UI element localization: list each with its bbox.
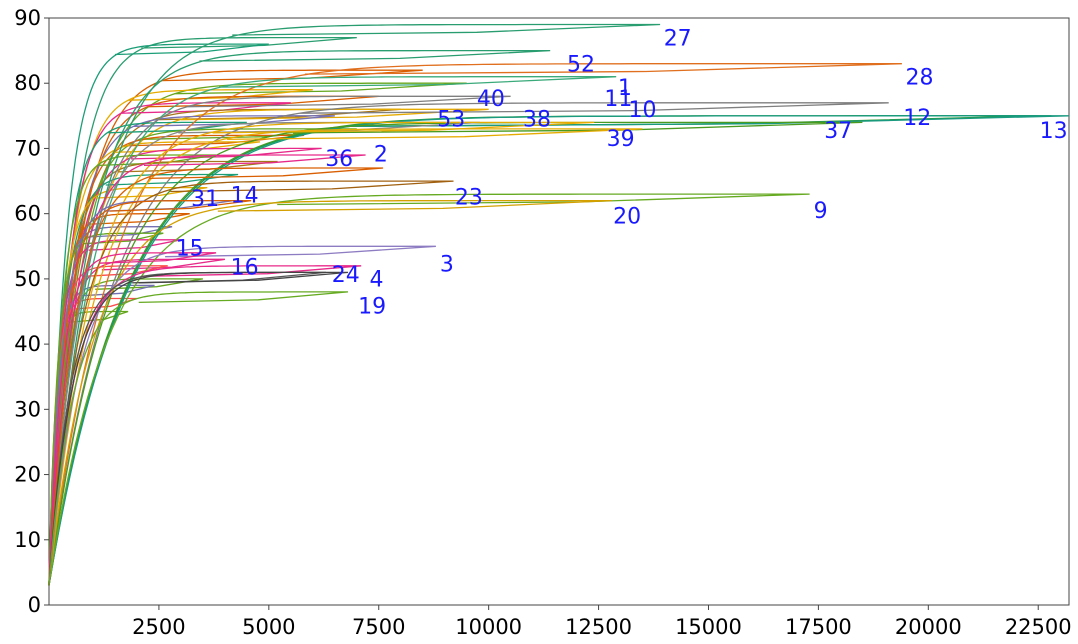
y-tick-label: 20 — [14, 463, 41, 487]
curve-label-23: 23 — [455, 186, 483, 211]
curve-label-16: 16 — [231, 255, 259, 280]
curve-23 — [48, 180, 454, 586]
curve-label-2: 2 — [374, 143, 388, 168]
curve-label-31: 31 — [191, 187, 219, 212]
background-curve — [48, 43, 269, 586]
x-tick-label: 15000 — [675, 615, 742, 639]
curve-label-9: 9 — [814, 199, 828, 224]
curve-label-27: 27 — [664, 26, 692, 51]
curve-38 — [48, 121, 595, 586]
curve-label-14: 14 — [231, 184, 259, 209]
x-tick-label: 20000 — [895, 615, 962, 639]
curve-label-4: 4 — [370, 268, 384, 293]
curves-layer — [48, 23, 1070, 586]
curve-11 — [48, 102, 889, 586]
curve-label-36: 36 — [325, 147, 353, 172]
x-tick-label: 5000 — [242, 615, 295, 639]
x-tick-label: 17500 — [785, 615, 852, 639]
y-tick-label: 40 — [14, 332, 41, 356]
curve-4 — [48, 271, 349, 586]
curve-label-38: 38 — [523, 107, 551, 132]
y-tick-label: 50 — [14, 267, 41, 291]
curve-label-10: 10 — [629, 98, 657, 123]
x-axis: 2500 5000 7500 10000 12500 15000 17500 20000 225… — [132, 605, 1072, 639]
curve-label-3: 3 — [440, 253, 454, 278]
curve-20 — [48, 199, 612, 586]
curve-label-13: 13 — [1040, 119, 1068, 144]
x-tick-label: 22500 — [1005, 615, 1072, 639]
curve-label-52: 52 — [567, 53, 595, 78]
x-tick-label: 2500 — [132, 615, 185, 639]
curve-label-40: 40 — [477, 87, 505, 112]
curve-label-12: 12 — [903, 106, 931, 131]
x-tick-label: 7500 — [352, 615, 405, 639]
x-tick-label: 10000 — [455, 615, 522, 639]
curve-37 — [48, 121, 863, 586]
curve-15 — [48, 252, 217, 586]
y-tick-label: 0 — [28, 593, 41, 617]
curve-label-1: 1 — [618, 76, 632, 101]
y-tick-label: 80 — [14, 71, 41, 95]
y-tick-label: 30 — [14, 397, 41, 421]
x-tick-label: 12500 — [565, 615, 632, 639]
y-tick-label: 90 — [14, 6, 41, 30]
curve-label-20: 20 — [613, 204, 641, 229]
y-tick-label: 10 — [14, 528, 41, 552]
curve-19 — [48, 291, 349, 586]
curve-1 — [48, 76, 617, 586]
curve-label-15: 15 — [176, 236, 204, 261]
curve-36 — [48, 154, 366, 586]
y-tick-label: 60 — [14, 202, 41, 226]
curve-label-53: 53 — [437, 107, 465, 132]
curve-label-11: 11 — [604, 87, 632, 112]
curve-label-28: 28 — [906, 66, 934, 91]
curve-27 — [48, 23, 661, 586]
curve-label-19: 19 — [358, 295, 386, 320]
curve-9 — [48, 193, 810, 586]
curve-label-39: 39 — [607, 127, 635, 152]
curve-2 — [48, 167, 384, 586]
curve-label-37: 37 — [824, 119, 852, 144]
y-axis: 0 10 20 30 40 50 60 70 80 90 — [14, 6, 49, 617]
curve-label-24: 24 — [332, 263, 360, 288]
y-tick-label: 70 — [14, 136, 41, 160]
